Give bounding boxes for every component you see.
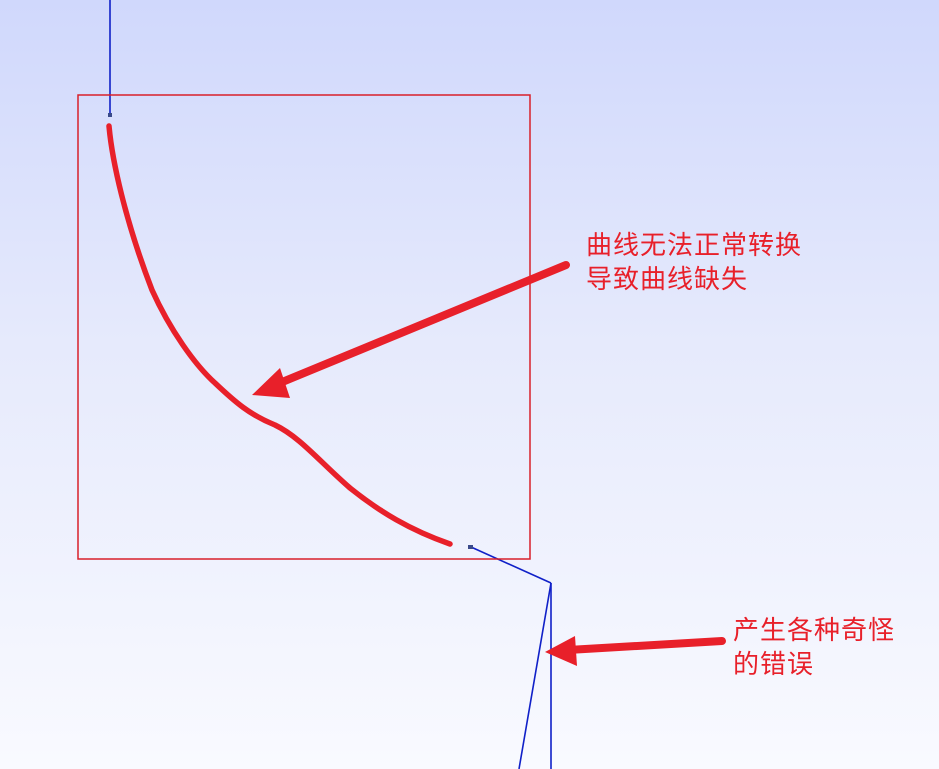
annotation-missing-curve: 曲线无法正常转换 导致曲线缺失: [586, 229, 802, 297]
missing-curve-sketch: [106, 123, 453, 547]
annotation-line: 导致曲线缺失: [586, 265, 749, 295]
arrow-icon: [252, 261, 570, 398]
arrow-icon: [545, 636, 726, 666]
highlight-box: [77, 94, 531, 560]
geometry-line-slanted: [518, 582, 552, 769]
annotation-strange-errors: 产生各种奇怪 的错误: [733, 614, 895, 682]
annotation-line: 曲线无法正常转换: [586, 231, 803, 261]
vertex-marker-top: [108, 113, 112, 117]
annotation-line: 产生各种奇怪: [733, 616, 896, 646]
annotation-line: 的错误: [733, 650, 815, 680]
geometry-line-diagonal: [470, 546, 552, 584]
vertex-marker-bottom: [468, 545, 473, 549]
